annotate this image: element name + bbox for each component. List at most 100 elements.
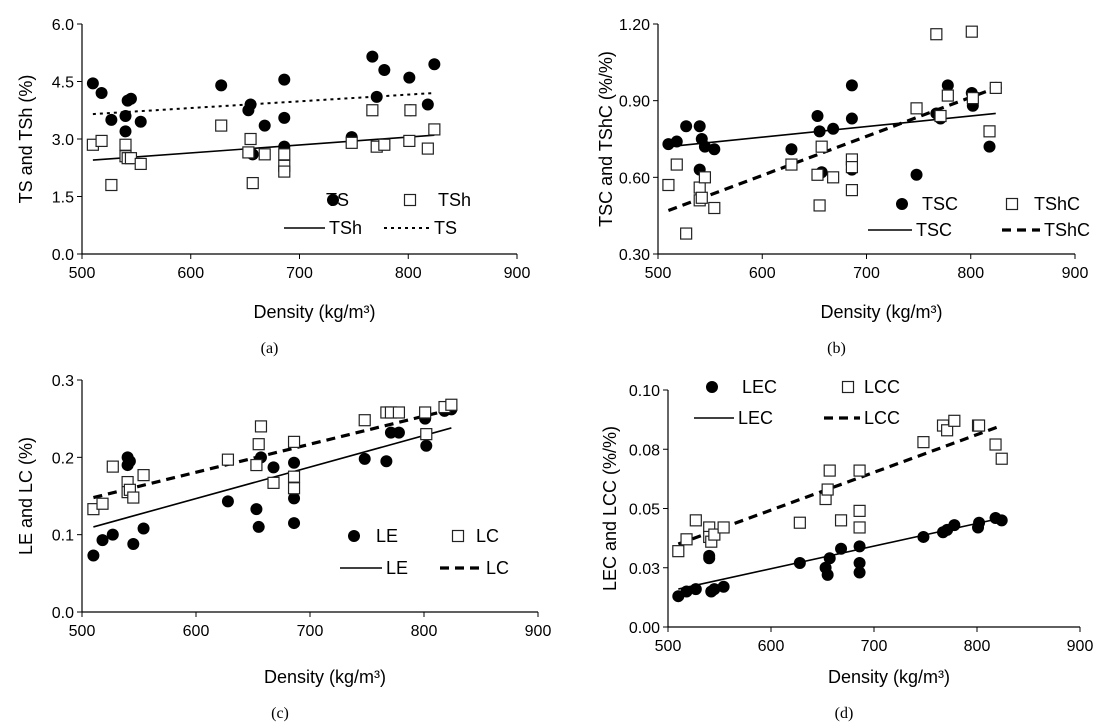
data-point-le [267,461,280,474]
data-point-ts [258,119,271,132]
y-axis-title: LE and LC (%) [16,437,36,555]
data-point-le [87,549,100,562]
data-point-tsc [811,110,824,122]
data-point-lcc [853,464,866,477]
legend-label: LE [376,526,398,546]
data-point-le [380,455,393,468]
y-tick-label: 1.5 [52,190,74,207]
data-point-tsh [242,146,255,159]
y-axis-title: TSC and TShC (%/%) [596,51,616,227]
data-point-tsc [693,120,706,133]
chart-panel-b: 500 600 700 800 900 0.30 0.60 0.90 1.20 Density (… [596,17,1090,357]
x-tick-label: 600 [177,265,204,282]
legend-marker-lc [451,529,465,543]
data-point-ts [119,125,132,138]
data-point-tshc [698,171,712,184]
data-point-tshc [930,28,943,41]
x-tick-label: 900 [1067,638,1094,655]
data-point-lcc [672,545,685,558]
x-axis-title: Density (kg/m³) [264,667,386,687]
data-point-tshc [983,125,996,138]
data-point-lec [680,585,693,598]
legend-label: TSC [916,220,952,240]
trendline-tsh [92,134,435,161]
data-point-ts [215,79,228,92]
data-point-tshc [662,178,675,192]
x-axis-title: Density (kg/m³) [253,302,375,322]
data-point-tsh [345,136,358,149]
trendline-ts [92,92,435,116]
data-point-ts [421,98,434,111]
data-point-lec [823,552,836,565]
data-point-ts [278,73,291,86]
y-tick-label: 3.0 [52,132,74,149]
data-point-tshc [910,102,923,115]
data-point-tsc [670,135,683,148]
data-point-lc [267,476,280,489]
data-point-lcc [834,514,848,527]
data-point-tshc [941,89,954,102]
legend-marker-lec [706,381,718,393]
panel-label: (b) [827,340,846,357]
data-point-le [288,492,301,505]
data-point-ts [370,90,383,103]
data-point-lcc [853,504,866,517]
legend-label: LCC [864,408,900,428]
data-point-le [358,452,371,465]
data-point-ts [95,87,108,99]
legend-marker-tshc [1005,197,1019,211]
data-point-lec [853,540,866,553]
x-tick-label: 700 [853,265,880,282]
legend-label: TS [434,218,457,238]
data-point-lec [717,580,730,593]
legend: LE LC LE LC [340,526,509,578]
y-tick-label: 0.05 [629,502,660,519]
trendline-lcc [677,424,1003,546]
data-point-tsh [366,104,379,117]
data-point-lec [948,519,961,532]
data-point-lec [708,583,721,596]
legend-marker-tsh [403,193,417,207]
data-point-tsc [680,120,693,133]
legend-marker-le [348,530,360,542]
data-point-tsh [403,134,416,148]
y-tick-label: 0.60 [619,170,650,187]
legend-label: TSC [922,194,958,214]
legend-marker-lcc [841,380,855,394]
data-point-tsh [404,104,417,117]
data-point-ts [428,58,441,71]
data-point-le [137,522,150,535]
data-point-tsh [278,165,291,178]
y-tick-label: 0.2 [52,450,74,467]
x-tick-label: 700 [297,623,324,640]
data-point-tsc [813,125,826,138]
data-point-tshc [813,199,826,212]
x-axis-title: Density (kg/m³) [820,302,942,322]
data-point-tsh [378,138,391,151]
data-point-lec [821,568,834,581]
legend-marker-ts [327,194,339,206]
y-tick-label: 0.0 [52,605,74,622]
x-tick-label: 800 [964,638,991,655]
data-point-lc [221,453,235,466]
data-point-le [123,455,136,468]
panel-label: (a) [261,340,279,357]
legend-label: LE [386,558,408,578]
data-point-tshc [695,191,708,204]
data-point-le [96,534,109,547]
data-point-lcc [941,424,954,437]
data-point-tsh [215,119,228,132]
data-point-lcc [680,533,693,546]
x-axis-title: Density (kg/m³) [828,667,950,687]
data-point-lec [793,557,806,570]
data-point-ts [403,71,416,84]
data-point-le [106,528,119,541]
legend-label: TSh [329,218,362,238]
data-point-ts [105,113,118,126]
data-point-lc [254,420,268,433]
chart-panel-a: 500 600 700 800 900 0.0 1.5 3.0 4.5 6.0 Density (k… [16,17,530,357]
data-point-tsc [698,140,711,153]
data-point-lcc [853,521,866,534]
y-tick-label: 6.0 [52,17,74,34]
chart-panel-d: 500 600 700 800 900 0.00 0.03 0.05 0.08 0.10 Densi… [600,377,1093,722]
